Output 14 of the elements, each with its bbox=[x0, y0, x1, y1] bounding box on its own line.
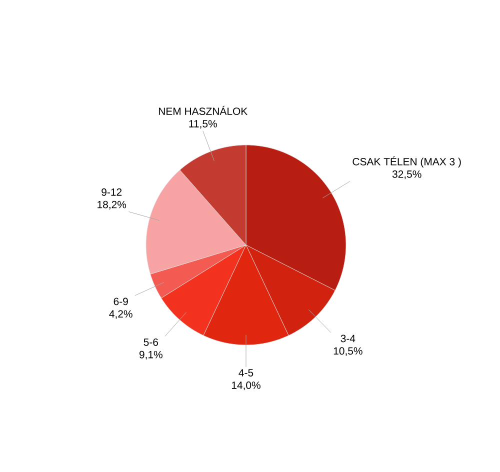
data-label: 18,2% bbox=[98, 200, 126, 210]
data-label: 14,0% bbox=[232, 382, 260, 390]
data-label: 32,5% bbox=[392, 170, 422, 180]
slice-label: 5-6 bbox=[144, 338, 158, 346]
slice-label: 4-5 bbox=[238, 369, 254, 376]
data-label: 9,1% bbox=[139, 350, 162, 360]
slice-label: 6-9 bbox=[114, 298, 128, 306]
data-label: 10,5% bbox=[334, 347, 362, 356]
slice-label: 3-4 bbox=[340, 334, 356, 342]
slice-label: CSAK TÉLEN (MAX 3 ) bbox=[352, 156, 461, 168]
data-label: 11,5% bbox=[189, 120, 217, 129]
slice-label: NEM HASZNÁLOK bbox=[158, 106, 248, 115]
slice-label: 9-12 bbox=[102, 188, 122, 196]
data-label: 4,2% bbox=[109, 310, 132, 319]
